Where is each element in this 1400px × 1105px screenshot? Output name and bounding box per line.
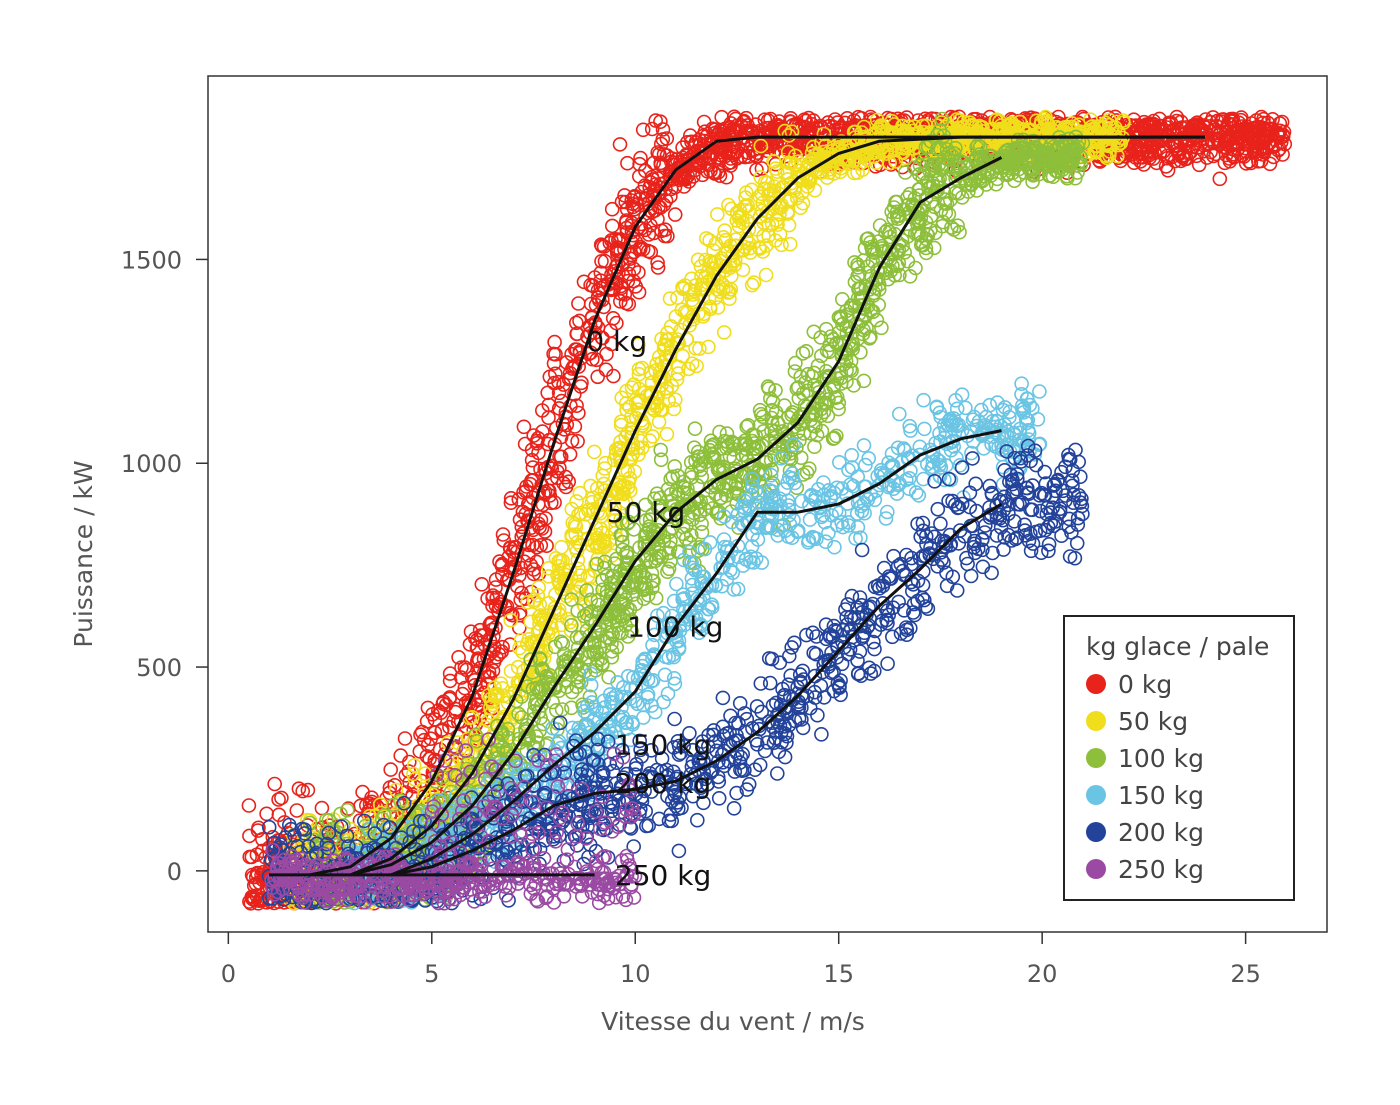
data-point	[1272, 116, 1288, 131]
data-point	[300, 782, 316, 798]
data-point	[618, 295, 634, 311]
data-point	[271, 792, 286, 807]
data-point	[414, 724, 430, 740]
data-point	[442, 666, 458, 681]
data-point	[341, 801, 356, 816]
data-point	[643, 218, 658, 233]
data-point	[590, 369, 606, 385]
data-point	[516, 419, 532, 435]
data-point	[569, 326, 585, 342]
data-point	[633, 150, 648, 166]
data-point	[509, 579, 525, 594]
data-point	[725, 122, 741, 137]
data-point	[457, 680, 473, 696]
data-point	[425, 706, 440, 722]
data-point	[352, 813, 368, 828]
data-point	[1206, 148, 1221, 164]
data-point	[564, 433, 580, 449]
data-point	[462, 637, 478, 652]
data-point	[1223, 112, 1239, 127]
data-point	[684, 134, 699, 150]
data-point	[650, 255, 665, 270]
data-point	[398, 768, 414, 783]
data-point	[641, 227, 657, 242]
data-point	[397, 731, 413, 746]
data-point	[535, 497, 551, 513]
data-point	[529, 433, 545, 449]
data-point	[667, 207, 683, 222]
data-point	[568, 315, 584, 331]
data-point	[606, 368, 621, 384]
data-point	[474, 576, 490, 592]
data-point	[542, 369, 558, 385]
data-point	[653, 114, 668, 129]
data-point	[546, 356, 562, 371]
data-point	[267, 776, 283, 792]
data-point	[291, 781, 307, 797]
data-point	[611, 232, 626, 247]
data-point	[1255, 147, 1271, 162]
data-point	[289, 803, 305, 818]
data-point	[383, 762, 399, 777]
data-point	[583, 296, 599, 312]
data-point	[537, 524, 553, 539]
data-point	[525, 537, 540, 553]
data-point	[646, 155, 662, 171]
data-point	[244, 889, 260, 905]
data-point	[1222, 151, 1237, 166]
data-point	[726, 128, 742, 144]
data-point	[650, 260, 666, 275]
data-point	[393, 748, 409, 763]
data-point	[434, 723, 450, 739]
data-point	[422, 751, 437, 767]
data-point	[631, 265, 646, 280]
data-point	[570, 433, 585, 449]
data-point	[624, 193, 640, 208]
data-point	[644, 121, 660, 137]
data-point	[675, 170, 690, 186]
data-point	[533, 537, 549, 553]
data-point	[551, 385, 567, 401]
data-point	[503, 490, 519, 506]
data-point	[524, 442, 540, 458]
data-point	[495, 527, 511, 542]
data-point	[629, 197, 645, 213]
data-point	[295, 783, 311, 799]
data-point	[619, 220, 634, 236]
data-point	[539, 538, 554, 554]
data-point	[632, 241, 648, 257]
data-point	[573, 379, 589, 394]
data-point	[656, 147, 672, 162]
data-point	[604, 201, 620, 217]
data-point	[494, 558, 510, 573]
data-point	[442, 673, 458, 689]
data-point	[655, 122, 671, 137]
data-point	[355, 784, 370, 800]
data-point	[413, 727, 428, 743]
data-point	[534, 521, 550, 536]
data-point	[735, 114, 751, 130]
data-point	[242, 828, 257, 844]
data-point	[526, 562, 542, 577]
data-point	[604, 218, 620, 234]
data-point	[488, 580, 503, 595]
data-point	[1160, 163, 1176, 178]
data-point	[738, 110, 754, 126]
data-point	[1174, 120, 1189, 135]
data-point	[457, 660, 473, 675]
data-point	[503, 495, 519, 511]
data-point	[635, 122, 651, 138]
data-point	[253, 891, 268, 907]
data-point	[569, 398, 584, 414]
data-point	[1146, 132, 1161, 148]
data-point	[470, 639, 485, 655]
data-point	[274, 790, 289, 806]
data-point	[1265, 112, 1280, 127]
data-point	[524, 452, 540, 468]
data-point	[242, 849, 257, 865]
data-point	[655, 132, 671, 147]
data-point	[1191, 157, 1207, 173]
